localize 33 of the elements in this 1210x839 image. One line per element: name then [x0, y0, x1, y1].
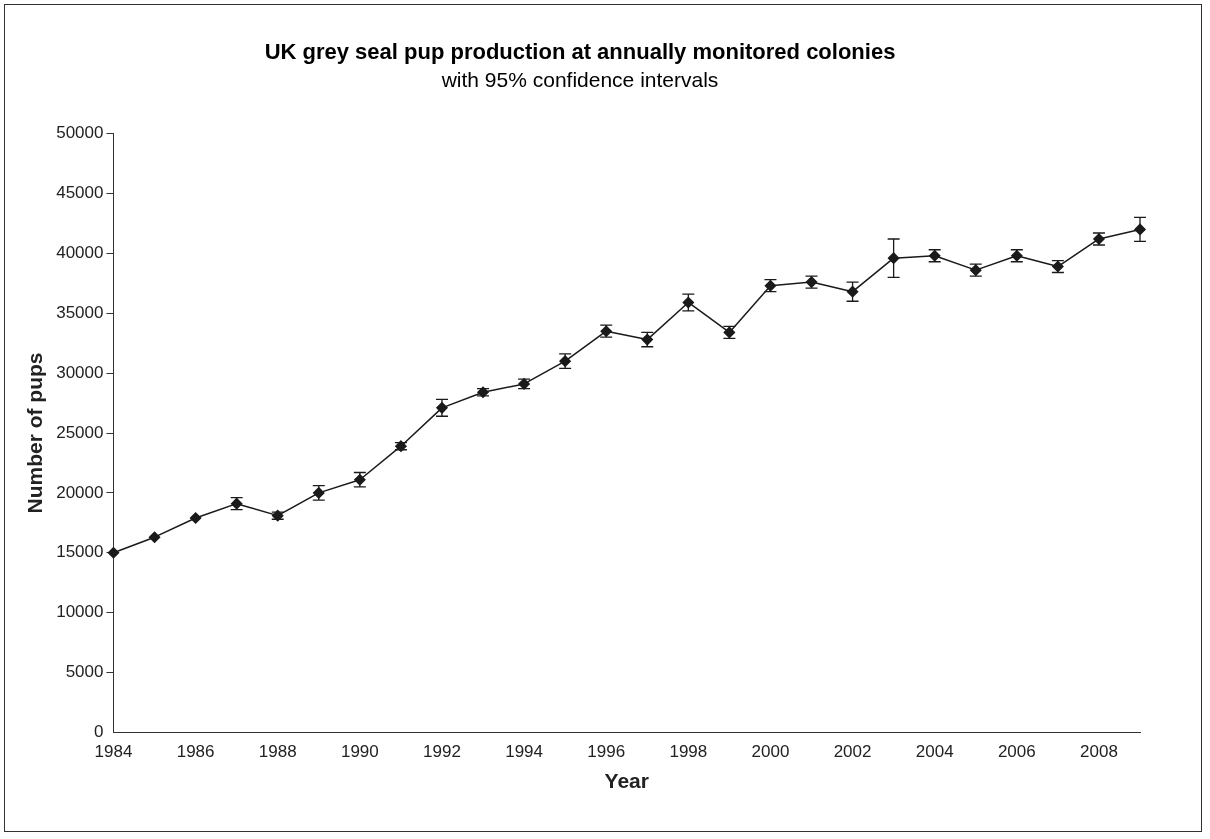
x-tick-label: 1996	[587, 742, 626, 762]
x-tick-label: 1990	[340, 742, 379, 762]
chart-subtitle: with 95% confidence intervals	[440, 67, 719, 91]
y-tick-label: 30000	[56, 362, 104, 382]
y-tick-label: 10000	[56, 602, 104, 622]
x-tick-label: 2006	[997, 742, 1036, 762]
point	[887, 252, 900, 264]
x-tick-label: 1994	[505, 742, 543, 762]
x-tick-label: 1988	[258, 742, 297, 762]
y-axis-title: Number of pups	[23, 352, 47, 514]
x-tick-label: 1992	[423, 742, 461, 762]
y-tick-label: 0	[94, 722, 104, 742]
y-tick-label: 45000	[56, 183, 104, 203]
y-tick-label: 50000	[56, 123, 104, 143]
y-tick-label: 15000	[56, 542, 104, 562]
point	[148, 531, 161, 543]
x-tick-label: 1986	[176, 742, 215, 762]
x-axis-title: Year	[604, 769, 649, 793]
x-tick-label: 2002	[833, 742, 872, 762]
y-tick-label: 5000	[65, 662, 104, 682]
x-tick-label: 1984	[94, 742, 133, 762]
point	[107, 547, 120, 559]
x-tick-label: 2000	[751, 742, 790, 762]
y-tick-label: 25000	[56, 422, 104, 442]
chart-title: UK grey seal pup production at annually monitored colonies	[264, 39, 896, 65]
x-tick-label: 1998	[669, 742, 708, 762]
y-tick-label: 35000	[56, 302, 104, 322]
y-tick-label: 40000	[56, 243, 104, 263]
point	[189, 512, 202, 524]
x-tick-label: 2008	[1080, 742, 1118, 762]
point	[1134, 223, 1146, 236]
x-tick-label: 2004	[915, 742, 954, 762]
y-tick-label: 20000	[56, 482, 104, 502]
